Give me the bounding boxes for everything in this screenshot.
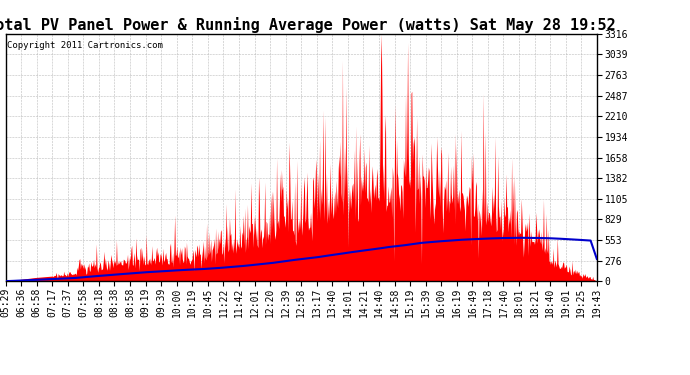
Text: Copyright 2011 Cartronics.com: Copyright 2011 Cartronics.com xyxy=(7,41,163,50)
Title: Total PV Panel Power & Running Average Power (watts) Sat May 28 19:52: Total PV Panel Power & Running Average P… xyxy=(0,16,616,33)
